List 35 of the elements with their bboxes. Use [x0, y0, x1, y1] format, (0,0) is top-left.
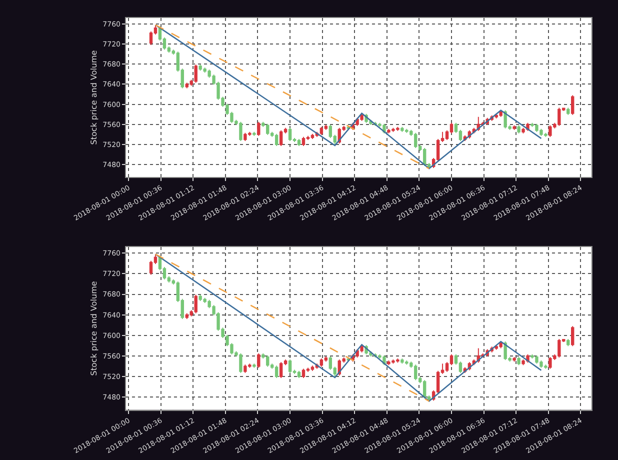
candlestick	[302, 136, 306, 146]
candlestick	[517, 124, 520, 134]
candlestick	[571, 94, 574, 116]
candlestick	[297, 370, 301, 379]
candlestick	[279, 362, 283, 379]
candlestick	[499, 110, 502, 118]
y-axis-title: Stock price and Volume	[89, 281, 98, 376]
candlestick	[571, 326, 574, 347]
candlestick	[288, 359, 292, 374]
candlestick	[297, 138, 301, 146]
candlestick	[320, 126, 324, 136]
candlestick	[310, 133, 314, 140]
line-series	[154, 254, 542, 402]
candlestick	[274, 133, 278, 146]
candlestick	[279, 130, 283, 146]
candlestick	[512, 356, 516, 362]
candlestick	[302, 368, 306, 379]
candlestick	[310, 365, 314, 372]
candlestick	[252, 131, 256, 136]
candlestick	[320, 358, 324, 368]
candlestick	[274, 365, 278, 379]
candlestick	[512, 124, 516, 130]
line-series	[154, 24, 542, 170]
candlestick	[566, 107, 570, 116]
candlestick	[517, 356, 520, 366]
candlestick	[252, 363, 256, 368]
candlestick	[566, 338, 570, 347]
candlestick	[257, 121, 260, 136]
y-axis-title: Stock price and Volume	[89, 50, 98, 145]
candlestick	[499, 341, 502, 349]
candlestick	[288, 127, 292, 142]
candlestick	[257, 352, 260, 368]
candlestick	[324, 356, 328, 362]
candlestick	[194, 294, 198, 314]
candlestick	[194, 64, 198, 84]
